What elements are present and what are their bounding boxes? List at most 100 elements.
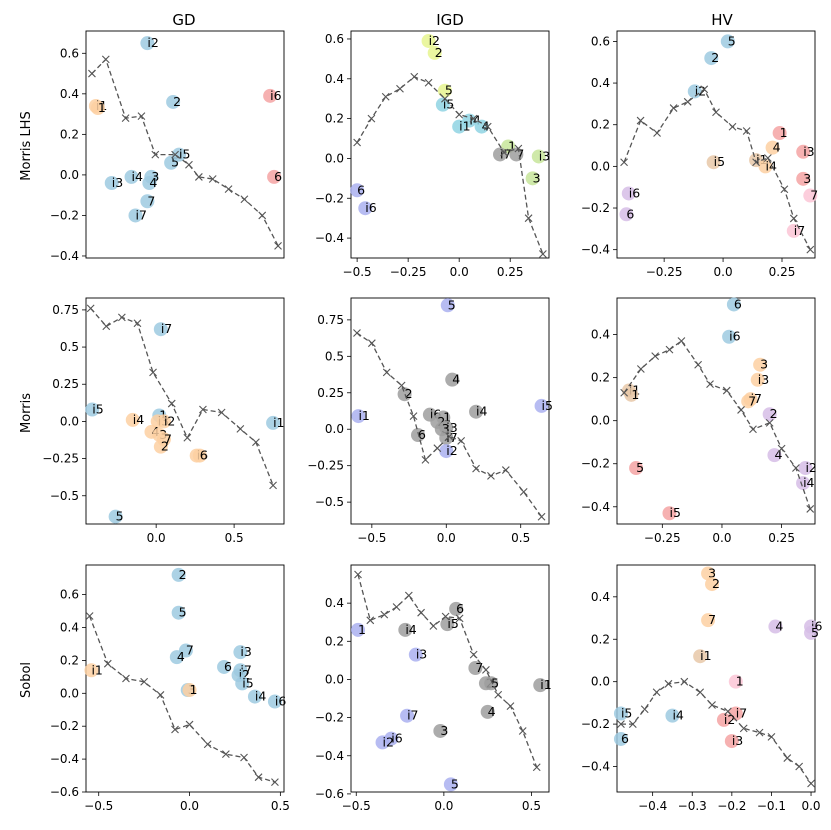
point-label: 5	[636, 460, 644, 475]
x-tick-label: −0.25	[644, 531, 681, 545]
data-point	[421, 33, 436, 48]
data-point	[398, 622, 413, 637]
y-tick-label: −0.5	[315, 495, 344, 509]
front-marker	[620, 388, 629, 397]
front-marker	[140, 677, 149, 686]
data-point	[171, 567, 186, 582]
front-marker	[749, 425, 757, 434]
y-tick-label: 0.5	[60, 340, 79, 354]
front-marker	[404, 591, 413, 600]
point-label: i2	[446, 443, 457, 458]
data-point	[768, 619, 783, 634]
front-marker	[367, 339, 376, 348]
y-tick-label: 0.6	[325, 32, 344, 46]
front-marker	[258, 211, 267, 220]
data-point	[124, 169, 139, 184]
front-marker	[455, 110, 464, 119]
x-tick-label: −0.5	[357, 531, 386, 545]
data-point	[397, 387, 412, 402]
front-marker	[706, 380, 714, 388]
front-marker	[103, 659, 112, 668]
y-tick-label: 0.0	[591, 414, 610, 428]
column-title-gd: GD	[172, 11, 195, 29]
data-point	[724, 734, 739, 749]
x-tick-label: −0.2	[717, 799, 746, 813]
y-tick-label: −0.4	[581, 760, 610, 774]
front-marker	[455, 614, 464, 623]
x-tick-label: 0.5	[522, 799, 541, 813]
y-tick-label: −0.25	[42, 452, 79, 466]
data-point	[798, 461, 813, 476]
point-label: i7	[161, 321, 172, 336]
data-point	[693, 649, 708, 664]
point-label: 2	[770, 406, 778, 421]
point-label: i2	[724, 712, 735, 727]
point-label: i6	[629, 185, 640, 200]
data-point	[665, 708, 680, 723]
point-label: 1	[98, 100, 106, 115]
data-point	[629, 461, 644, 476]
data-point	[217, 659, 232, 674]
point-label: 2	[161, 439, 169, 454]
point-label: 4	[149, 175, 157, 190]
axes-frame	[616, 297, 816, 525]
data-point	[704, 51, 719, 66]
point-label: 3	[803, 171, 811, 186]
point-label: i6	[811, 619, 822, 634]
panels: −0.4−0.20.00.20.40.6i22i11i665i5i43i347i…	[42, 30, 823, 813]
front-marker	[806, 505, 815, 513]
titles: GD IGD HV Morris LHS Morris Sobol	[19, 11, 734, 698]
y-tick-label: −0.6	[315, 787, 344, 801]
x-tick-label: −0.5	[342, 799, 371, 813]
axes-frame	[350, 297, 550, 525]
front-marker	[669, 104, 678, 112]
front-marker	[156, 691, 165, 699]
data-point	[613, 706, 628, 721]
front-line	[623, 88, 811, 251]
x-tick-label: 0.25	[497, 265, 524, 279]
front-marker	[680, 677, 689, 686]
point-label: 1	[190, 682, 198, 697]
point-label: i1	[459, 119, 470, 134]
point-label: i5	[443, 97, 454, 112]
column-title-igd: IGD	[436, 11, 464, 29]
front-marker	[271, 778, 279, 787]
front-marker	[780, 185, 789, 194]
point-label: i7	[136, 207, 147, 222]
point-label: 7	[516, 146, 524, 161]
y-tick-label: 0.6	[591, 34, 610, 48]
data-point	[192, 448, 207, 463]
point-label: 3	[151, 169, 159, 184]
y-tick-label: −0.4	[315, 749, 344, 763]
data-point	[726, 297, 741, 312]
point-label: i7	[407, 708, 418, 723]
data-point	[140, 194, 155, 209]
y-tick-label: 0.2	[591, 371, 610, 385]
point-label: 4	[774, 447, 782, 462]
data-point	[439, 444, 454, 459]
front-marker	[469, 650, 478, 659]
front-marker	[783, 754, 792, 762]
y-tick-label: 0.4	[325, 596, 344, 610]
front-marker	[737, 406, 745, 414]
data-point	[235, 676, 250, 691]
front-marker	[482, 666, 490, 674]
front-marker	[236, 424, 245, 433]
y-tick-label: 0.2	[325, 634, 344, 648]
front-marker	[506, 702, 515, 711]
data-point	[786, 223, 801, 238]
front-marker	[683, 97, 692, 106]
point-label: 3	[440, 723, 448, 738]
axes-frame	[616, 30, 816, 259]
front-marker	[617, 720, 625, 729]
y-tick-label: 0.25	[317, 386, 344, 400]
data-point	[804, 625, 819, 640]
point-label: i4	[405, 622, 416, 637]
point-label: 1	[443, 410, 451, 425]
point-label: 1	[358, 622, 366, 637]
data-point	[716, 712, 731, 727]
front-marker	[441, 94, 449, 103]
front-marker	[417, 608, 425, 617]
front-marker	[712, 108, 720, 117]
data-point	[439, 430, 454, 445]
